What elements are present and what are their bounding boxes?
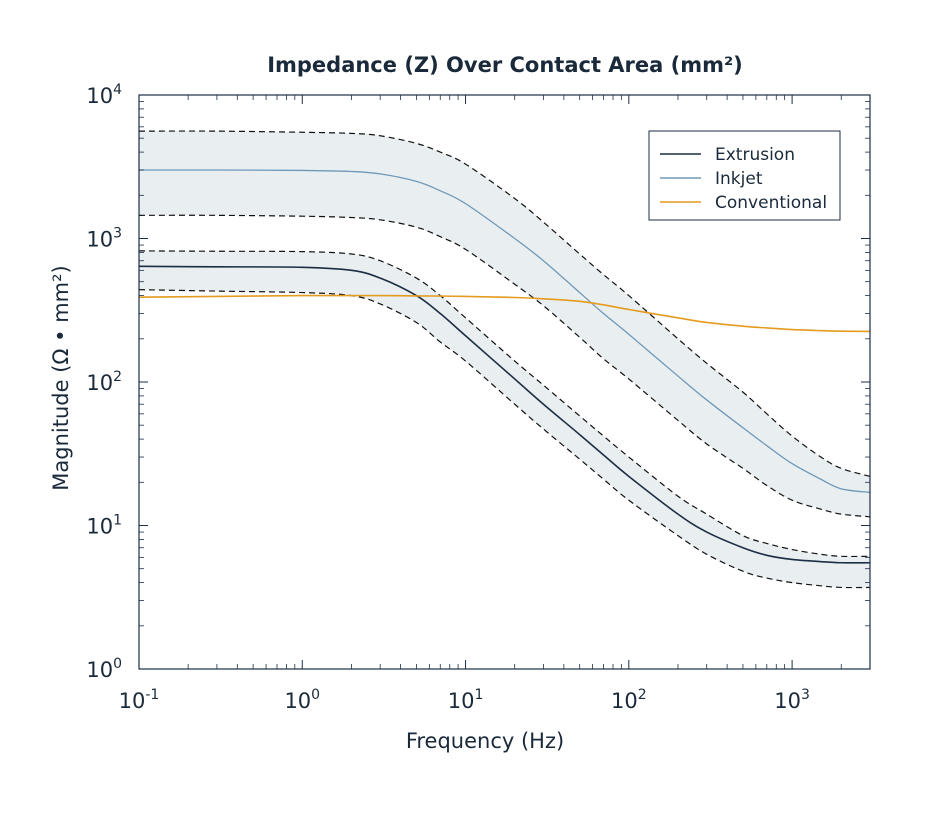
legend-box — [648, 130, 841, 221]
x-tick-label: 103 — [774, 687, 810, 713]
band-edge-extrusion-upper — [139, 250, 870, 558]
band-inkjet — [139, 131, 870, 517]
x-axis-label: Frequency (Hz) — [406, 729, 564, 753]
legend-label-conventional: Conventional — [715, 193, 827, 213]
chart-title: Impedance (Z) Over Contact Area (mm²) — [267, 53, 743, 77]
legend-label-inkjet: Inkjet — [715, 169, 763, 189]
y-axis: 100 101 102 103 104 — [86, 82, 870, 682]
y-tick-label: 102 — [86, 369, 122, 395]
x-tick-label: 101 — [448, 687, 484, 713]
x-tick-label: 10-1 — [119, 687, 160, 713]
band-edge-inkjet-lower — [139, 214, 870, 518]
plot-area — [138, 94, 871, 670]
y-tick-label: 100 — [86, 656, 122, 682]
y-tick-label: 103 — [86, 226, 122, 252]
legend-label-extrusion: Extrusion — [715, 145, 795, 165]
series-line-extrusion — [139, 265, 870, 564]
y-tick-label: 101 — [86, 513, 122, 539]
y-axis-label: Magnitude (Ω • mm²) — [49, 265, 73, 490]
series-line-inkjet — [139, 169, 870, 494]
x-axis: 10-1 100 101 102 103 — [119, 95, 871, 713]
y-tick-label: 104 — [86, 82, 122, 108]
band-edge-inkjet-upper — [139, 130, 870, 477]
legend: Extrusion Inkjet Conventional — [648, 130, 841, 221]
band-extrusion — [139, 250, 870, 588]
x-tick-label: 102 — [611, 687, 647, 713]
plot-content — [139, 130, 870, 589]
series-line-conventional — [139, 294, 870, 333]
x-tick-label: 100 — [284, 687, 320, 713]
